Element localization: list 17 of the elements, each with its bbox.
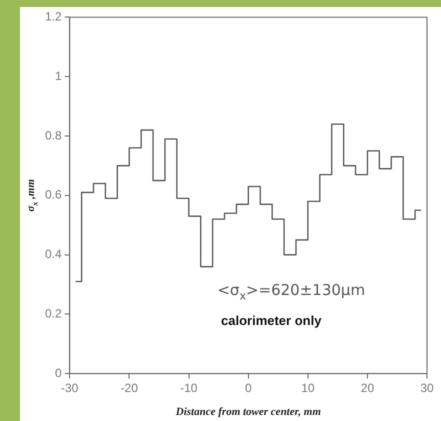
x-tick-label: -20: [120, 381, 138, 396]
y-tick-label: 1: [54, 68, 62, 83]
y-tick-label: 0.2: [44, 306, 62, 321]
x-tick-label: 30: [420, 381, 434, 396]
x-tick-label: 10: [301, 381, 315, 396]
x-tick-label: -30: [61, 381, 79, 396]
y-tick-label: 0.4: [44, 247, 62, 262]
y-tick-label: 0.6: [44, 188, 62, 202]
y-tick-label: 0: [54, 366, 62, 380]
x-tick-label: 0: [244, 381, 252, 396]
x-axis-title: Distance from tower center, mm: [174, 406, 322, 418]
x-tick-label: -10: [180, 381, 198, 396]
y-tick-label: 1.2: [44, 10, 62, 24]
y-axis-title: σx ,mm: [25, 178, 40, 212]
y-tick-label: 0.8: [44, 128, 62, 142]
x-tick-label: 20: [360, 381, 374, 396]
annotation: calorimeter only: [221, 313, 322, 328]
